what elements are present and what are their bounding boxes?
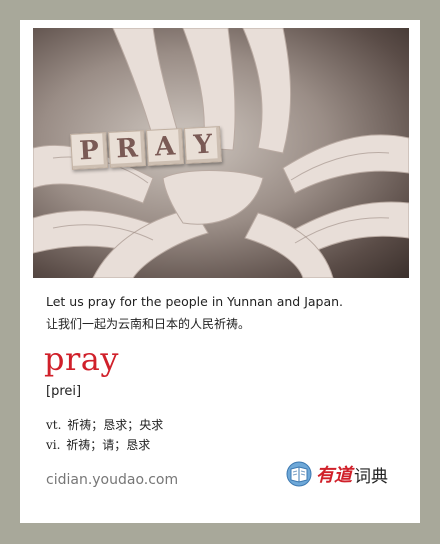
- letter-block: Y: [184, 126, 222, 164]
- dictionary-badge-icon: [286, 461, 312, 487]
- logo-suffix: 词典: [354, 466, 388, 487]
- example-sentence-en: Let us pray for the people in Yunnan and…: [46, 294, 344, 309]
- letter-block: A: [146, 128, 184, 166]
- youdao-dict-logo: 有道 词典: [285, 460, 388, 488]
- pray-hands-photo: P R A Y: [33, 28, 409, 278]
- phonetic-transcription: [prei]: [46, 384, 82, 399]
- word-card: P R A Y Let us pray for the people in Yu…: [20, 20, 420, 523]
- part-of-speech: vt.: [46, 418, 62, 432]
- headword: pray: [44, 340, 119, 378]
- definition-meaning: 祈祷；请；恳求: [66, 438, 151, 452]
- letter-block: R: [108, 130, 146, 168]
- hands-illustration: [33, 28, 409, 278]
- site-link[interactable]: cidian.youdao.com: [46, 472, 179, 488]
- letter-block: P: [70, 132, 108, 170]
- example-sentence-zh: 让我们一起为云南和日本的人民祈祷。: [46, 317, 251, 331]
- definition-meaning: 祈祷；恳求；央求: [67, 418, 164, 432]
- logo-brand: 有道: [316, 465, 352, 486]
- definition-vi: vi. 祈祷；请；恳求: [46, 436, 150, 453]
- part-of-speech: vi.: [46, 438, 61, 452]
- definition-vt: vt. 祈祷；恳求；央求: [46, 416, 163, 433]
